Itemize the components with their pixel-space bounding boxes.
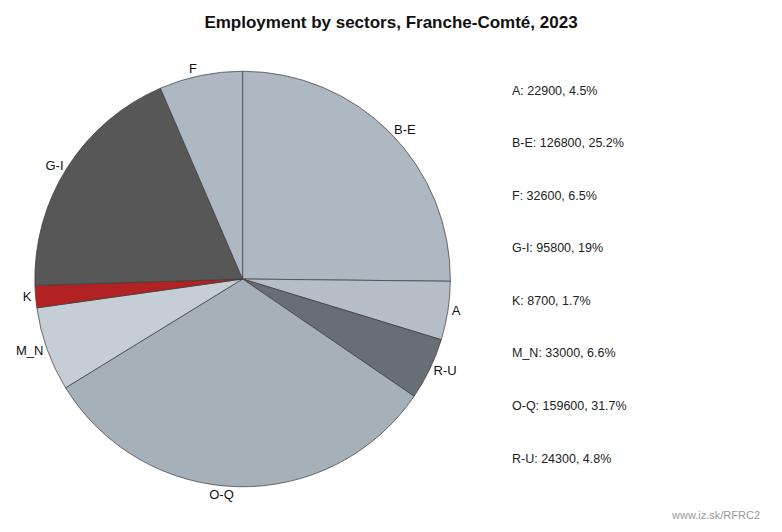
- svg-text:F: F: [189, 61, 197, 76]
- svg-text:A: 22900, 4.5%: A: 22900, 4.5%: [512, 84, 597, 98]
- svg-text:K: K: [23, 289, 32, 304]
- svg-text:K: 8700, 1.7%: K: 8700, 1.7%: [512, 294, 591, 308]
- svg-text:B-E: 126800, 25.2%: B-E: 126800, 25.2%: [512, 136, 624, 150]
- svg-text:M_N: M_N: [16, 343, 43, 358]
- svg-text:O-Q: O-Q: [209, 487, 234, 502]
- svg-text:Employment by sectors, Franche: Employment by sectors, Franche-Comté, 20…: [204, 13, 577, 32]
- svg-text:B-E: B-E: [394, 122, 416, 137]
- svg-text:G-I: 95800, 19%: G-I: 95800, 19%: [512, 241, 603, 255]
- svg-text:R-U: R-U: [434, 363, 457, 378]
- svg-text:F: 32600, 6.5%: F: 32600, 6.5%: [512, 189, 597, 203]
- svg-text:G-I: G-I: [45, 158, 63, 173]
- svg-text:A: A: [452, 303, 461, 318]
- svg-text:www.iz.sk/RFRC2: www.iz.sk/RFRC2: [671, 509, 760, 521]
- svg-text:R-U: 24300, 4.8%: R-U: 24300, 4.8%: [512, 452, 611, 466]
- svg-text:O-Q: 159600, 31.7%: O-Q: 159600, 31.7%: [512, 399, 627, 413]
- svg-text:M_N: 33000, 6.6%: M_N: 33000, 6.6%: [512, 346, 616, 360]
